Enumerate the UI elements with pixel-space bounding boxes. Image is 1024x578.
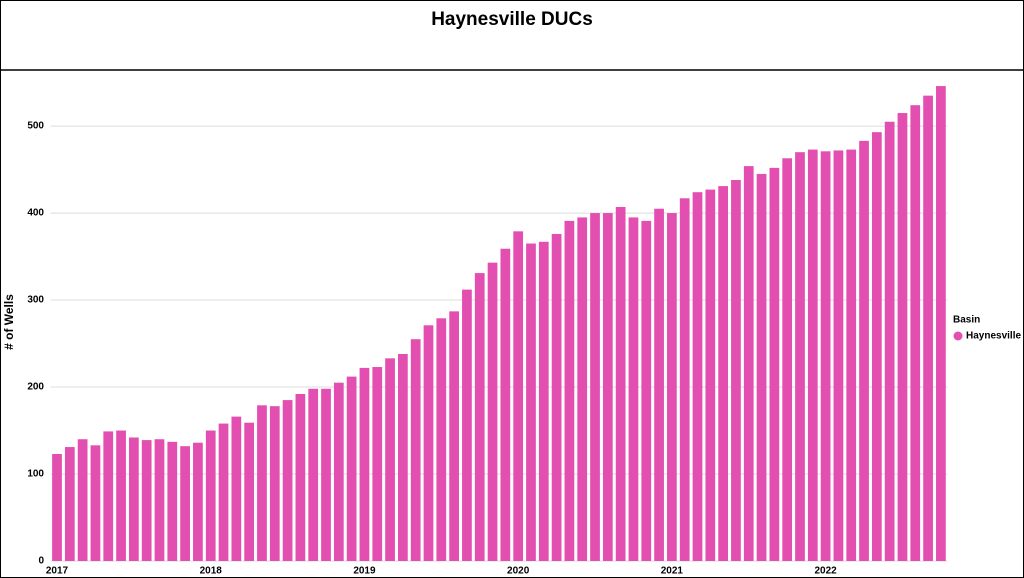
bar	[321, 388, 331, 561]
bar	[705, 189, 716, 561]
bar	[667, 213, 677, 561]
bar	[346, 376, 357, 561]
y-axis-label: # of Wells	[2, 294, 16, 350]
bar	[615, 206, 626, 561]
legend-label: Haynesville	[966, 331, 1021, 342]
bar	[474, 273, 485, 561]
bar	[462, 289, 472, 561]
bar	[487, 262, 498, 561]
bar	[731, 180, 741, 561]
bar	[423, 325, 434, 561]
bar	[218, 423, 229, 561]
bar	[602, 213, 613, 561]
bar	[269, 406, 280, 561]
bar	[103, 431, 114, 561]
bar	[385, 358, 395, 561]
bar	[641, 220, 652, 561]
bar	[590, 213, 600, 561]
bar	[756, 173, 767, 561]
bar	[257, 405, 267, 561]
bar	[692, 192, 703, 562]
bar	[77, 439, 88, 561]
bar	[398, 353, 408, 561]
bar	[333, 382, 344, 561]
y-tick-label: 100	[27, 469, 44, 480]
bar	[231, 416, 242, 561]
bar	[846, 149, 857, 562]
chart-title: Haynesville DUCs	[431, 9, 593, 30]
bar	[564, 220, 575, 561]
bar	[654, 208, 664, 561]
bar	[295, 393, 306, 561]
bar	[52, 454, 62, 561]
bar	[282, 400, 293, 561]
bar	[884, 121, 895, 561]
bar	[923, 95, 933, 561]
y-tick-label: 500	[27, 121, 44, 132]
bar	[679, 198, 690, 561]
bar	[64, 447, 75, 561]
bar	[205, 430, 216, 561]
x-tick-label: 2019	[353, 566, 376, 577]
y-tick-label: 400	[27, 208, 44, 219]
x-tick-label: 2018	[200, 566, 223, 577]
bar	[90, 445, 101, 561]
y-tick-label: 300	[27, 295, 44, 306]
bar	[782, 158, 793, 562]
y-tick-label: 200	[27, 382, 44, 393]
bar	[141, 440, 152, 561]
bar	[449, 311, 459, 561]
x-tick-label: 2020	[507, 566, 530, 577]
bar	[180, 446, 190, 561]
x-tick-label: 2017	[46, 566, 69, 577]
legend-marker	[953, 331, 963, 341]
bar	[244, 422, 255, 561]
bar	[718, 186, 728, 561]
bar	[795, 152, 805, 561]
bar	[936, 86, 946, 561]
y-tick-label: 0	[38, 556, 44, 567]
bar	[513, 231, 524, 561]
bar	[577, 217, 588, 561]
bar	[193, 442, 203, 561]
legend-title: Basin	[953, 315, 980, 326]
bar	[820, 151, 831, 561]
bar	[526, 243, 536, 561]
bar	[128, 437, 139, 561]
bar	[551, 233, 562, 561]
bar	[116, 430, 126, 561]
bar	[538, 241, 549, 561]
bar	[807, 149, 818, 562]
bar	[500, 248, 511, 561]
bar	[154, 439, 165, 561]
bar	[833, 150, 844, 562]
bar	[308, 388, 319, 561]
bar	[628, 217, 639, 561]
bar	[871, 132, 882, 562]
bar	[897, 113, 908, 561]
bar	[769, 167, 780, 562]
bar	[410, 339, 421, 561]
bar	[359, 367, 370, 561]
x-tick-label: 2021	[661, 566, 684, 577]
bar	[910, 105, 921, 561]
bar	[372, 367, 383, 561]
bar	[743, 166, 754, 561]
x-tick-label: 2022	[814, 566, 837, 577]
bar	[167, 441, 178, 561]
bar	[859, 140, 869, 562]
bar	[436, 318, 447, 561]
